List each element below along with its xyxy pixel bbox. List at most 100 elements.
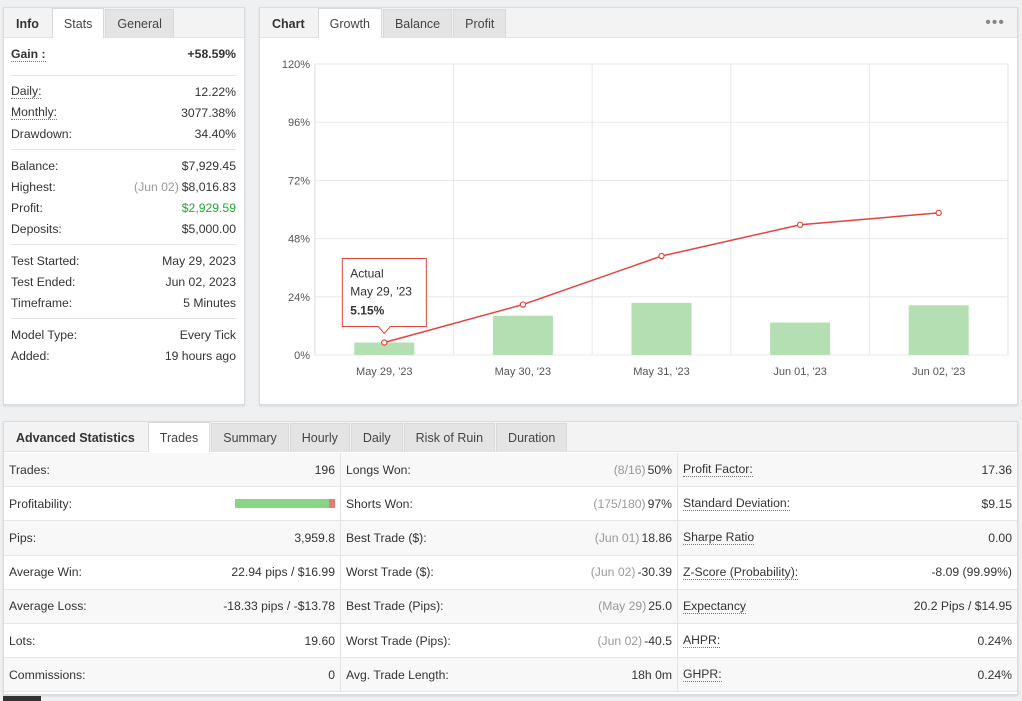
stat-value-wrap: (Jun 02) -40.5 xyxy=(598,634,673,648)
stat-label: Shorts Won: xyxy=(346,496,413,511)
stat-cell: Longs Won: (8/16) 50% xyxy=(341,453,678,487)
stat-value: 97% xyxy=(647,496,672,511)
stat-value-wrap: (175/180) 97% xyxy=(593,497,672,511)
tab-hourly[interactable]: Hourly xyxy=(289,423,350,451)
stat-label: Longs Won: xyxy=(346,462,411,477)
stats-group-rates: Daily: 12.22% Monthly: 3077.38% Drawdown: 34.… xyxy=(11,81,236,144)
stat-label[interactable]: Expectancy xyxy=(683,598,747,614)
stat-value: 3077.38% xyxy=(181,105,236,120)
stat-value-wrap: 19 hours ago xyxy=(165,349,236,363)
tab-risk-of-ruin[interactable]: Risk of Ruin xyxy=(403,423,496,451)
stat-value: -40.5 xyxy=(644,633,672,648)
bar xyxy=(770,322,831,355)
table-row: Lots: 19.60 Worst Trade (Pips): (Jun 02) -40… xyxy=(4,623,1017,659)
stat-cell: Shorts Won: (175/180) 97% xyxy=(341,487,678,521)
tab-stats[interactable]: Stats xyxy=(51,8,105,38)
stat-value-wrap: (Jun 02) $8,016.83 xyxy=(134,180,236,194)
tab-info[interactable]: Info xyxy=(16,17,39,31)
stat-value-wrap: $2,929.59 xyxy=(182,201,236,215)
stat-cell: Trades: 196 xyxy=(4,453,341,487)
stat-label[interactable]: AHPR: xyxy=(683,633,721,649)
stat-value: 0.24% xyxy=(977,667,1012,682)
stat-label: Deposits: xyxy=(11,221,62,236)
stat-value-wrap: 22.94 pips / $16.99 xyxy=(231,565,335,579)
stat-row: Monthly: 3077.38% xyxy=(11,102,236,123)
stat-value-wrap: $9.15 xyxy=(982,497,1013,511)
tab-general[interactable]: General xyxy=(105,9,174,37)
stat-value: 5 Minutes xyxy=(183,295,236,310)
stat-cell: Worst Trade (Pips): (Jun 02) -40.5 xyxy=(341,623,678,658)
stat-note: (Jun 02) xyxy=(597,633,643,648)
tooltip-title: Actual xyxy=(350,267,383,281)
stat-value-wrap: -18.33 pips / -$13.78 xyxy=(223,599,335,613)
stat-value: May 29, 2023 xyxy=(162,253,236,268)
tab-summary[interactable]: Summary xyxy=(211,423,289,451)
tab-profit[interactable]: Profit xyxy=(453,9,507,37)
stat-value: 3,959.8 xyxy=(294,530,335,545)
stat-label: Drawdown: xyxy=(11,126,72,141)
stats-panel: Info Stats General Gain : +58.59% Daily:… xyxy=(3,7,245,405)
scrollbar-thumb[interactable] xyxy=(3,696,41,701)
tab-balance[interactable]: Balance xyxy=(382,9,453,37)
tab-trades[interactable]: Trades xyxy=(147,422,211,452)
x-tick-label: Jun 01, '23 xyxy=(773,366,826,378)
stat-note: (Jun 02) xyxy=(590,565,636,580)
stat-value-wrap: May 29, 2023 xyxy=(162,254,236,268)
stat-value: 0 xyxy=(328,667,335,682)
tab-growth[interactable]: Growth xyxy=(317,8,382,38)
stat-cell: Expectancy 20.2 Pips / $14.95 xyxy=(678,590,1017,623)
stat-label[interactable]: Standard Deviation: xyxy=(683,496,791,512)
stat-label[interactable]: Z-Score (Probability): xyxy=(683,564,799,580)
stat-label: Profitability: xyxy=(9,496,72,511)
stat-label[interactable]: Monthly: xyxy=(11,105,58,120)
stat-label[interactable]: Profit Factor: xyxy=(683,462,753,478)
stat-value: $7,929.45 xyxy=(181,158,236,173)
line-point xyxy=(519,301,527,308)
stat-value-wrap: (8/16) 50% xyxy=(614,463,672,477)
stat-value-wrap: 18h 0m xyxy=(631,668,672,682)
tab-duration[interactable]: Duration xyxy=(496,423,568,451)
tab-advanced-statistics: Advanced Statistics xyxy=(16,431,135,445)
stat-value: -8.09 (99.99%) xyxy=(931,565,1012,580)
stat-value: 0.00 xyxy=(988,530,1012,545)
tab-daily[interactable]: Daily xyxy=(350,423,403,451)
stat-label: Commissions: xyxy=(9,667,86,682)
advanced-statistics-panel: Advanced Statistics Trades Summary Hourl… xyxy=(3,421,1018,695)
stat-cell: Best Trade ($): (Jun 01) 18.86 xyxy=(341,521,678,555)
stat-cell: Average Loss: -18.33 pips / -$13.78 xyxy=(4,589,341,623)
stat-label: Worst Trade (Pips): xyxy=(346,633,451,648)
y-tick-label: 72% xyxy=(288,175,310,187)
stat-value: 20.2 Pips / $14.95 xyxy=(913,599,1012,614)
stat-note: (Jun 01) xyxy=(594,530,640,545)
stat-label: Timeframe: xyxy=(11,295,73,310)
stat-value-wrap: 0.00 xyxy=(988,531,1012,545)
stat-label: Avg. Trade Length: xyxy=(346,667,449,682)
stat-cell: Lots: 19.60 xyxy=(4,623,341,658)
stat-value: $8,016.83 xyxy=(181,179,236,194)
table-row: Profitability: Shorts Won: (175/180) 97% Sta… xyxy=(4,487,1017,522)
line-point xyxy=(796,221,804,228)
gain-label[interactable]: Gain : xyxy=(11,46,46,62)
stat-row: Profit: $2,929.59 xyxy=(11,197,236,218)
table-row: Commissions: 0 Avg. Trade Length: 18h 0m GHP… xyxy=(4,658,1017,693)
stat-cell: Pips: 3,959.8 xyxy=(4,521,341,555)
divider xyxy=(11,318,236,319)
more-horizontal-icon[interactable]: ••• xyxy=(985,14,1005,31)
stat-label: Average Win: xyxy=(9,565,82,580)
bar xyxy=(631,302,692,355)
stat-cell: Average Win: 22.94 pips / $16.99 xyxy=(4,555,341,589)
stat-value-wrap: $7,929.45 xyxy=(182,159,236,173)
stat-row: Test Ended: Jun 02, 2023 xyxy=(11,271,236,292)
gain-value: +58.59% xyxy=(187,47,236,61)
stat-label: Model Type: xyxy=(11,327,78,342)
stat-label[interactable]: GHPR: xyxy=(683,667,722,683)
stat-value: Every Tick xyxy=(179,327,236,342)
stat-value: 25.0 xyxy=(648,599,672,614)
stat-note: (May 29) xyxy=(598,599,647,614)
stat-label: Added: xyxy=(11,348,50,363)
stats-body: Gain : +58.59% Daily: 12.22% Monthly: 3077.… xyxy=(11,38,236,366)
stat-value: 22.94 pips / $16.99 xyxy=(231,565,335,580)
stat-label[interactable]: Sharpe Ratio xyxy=(683,530,755,546)
stat-label[interactable]: Daily: xyxy=(11,84,42,99)
stat-label: Lots: xyxy=(9,633,36,648)
